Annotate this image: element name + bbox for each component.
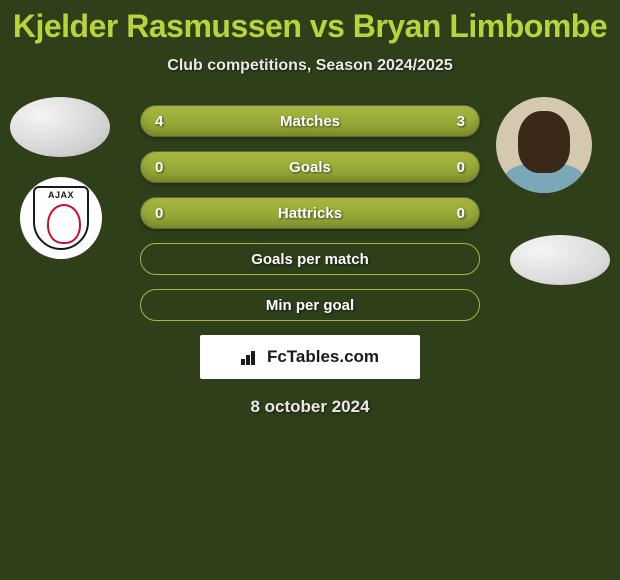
stat-bars: 4 Matches 3 0 Goals 0 0 Hattricks 0 Goal… [140, 105, 480, 321]
stat-label: Goals per match [251, 251, 369, 268]
stat-row-min-per-goal: Min per goal [140, 289, 480, 321]
page-title: Kjelder Rasmussen vs Bryan Limbombe [0, 0, 620, 45]
stat-right-value: 0 [457, 159, 465, 176]
stat-row-matches: 4 Matches 3 [140, 105, 480, 137]
stat-left-value: 0 [155, 159, 163, 176]
brand-text: FcTables.com [267, 347, 379, 367]
stat-row-goals: 0 Goals 0 [140, 151, 480, 183]
stat-left-value: 0 [155, 205, 163, 222]
stat-label: Matches [280, 113, 340, 130]
stat-row-hattricks: 0 Hattricks 0 [140, 197, 480, 229]
player-left-avatar-placeholder [10, 97, 110, 157]
stat-left-value: 4 [155, 113, 163, 130]
stat-label: Goals [289, 159, 331, 176]
stat-right-value: 3 [457, 113, 465, 130]
date-label: 8 october 2024 [0, 397, 620, 417]
stat-right-value: 0 [457, 205, 465, 222]
stat-row-goals-per-match: Goals per match [140, 243, 480, 275]
ajax-logo-icon [33, 186, 89, 250]
player-right-club-logo-placeholder [510, 235, 610, 285]
comparison-panel: 4 Matches 3 0 Goals 0 0 Hattricks 0 Goal… [0, 105, 620, 417]
player-right-photo [496, 97, 592, 193]
player-left-club-logo [20, 177, 102, 259]
bar-chart-icon [241, 349, 261, 365]
subtitle: Club competitions, Season 2024/2025 [0, 57, 620, 75]
stat-label: Min per goal [266, 297, 354, 314]
stat-label: Hattricks [278, 205, 342, 222]
brand-attribution: FcTables.com [200, 335, 420, 379]
